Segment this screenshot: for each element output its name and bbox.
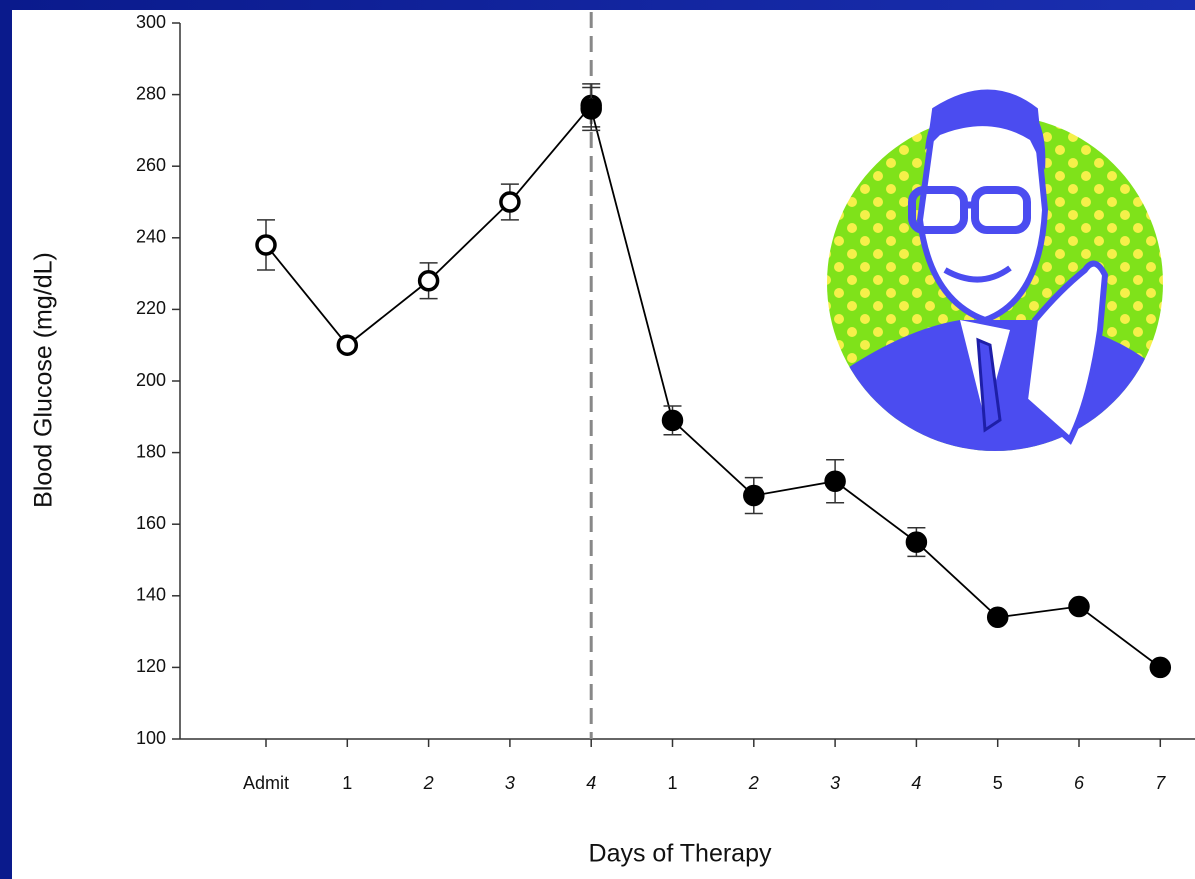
- x-tick-label: 2: [423, 773, 434, 793]
- data-point: [501, 193, 519, 211]
- chart: Blood Glucose (mg/dL) Days of Therapy 10…: [0, 0, 1195, 879]
- x-tick-label: 2: [748, 773, 759, 793]
- data-point: [664, 411, 682, 429]
- data-point: [989, 608, 1007, 626]
- y-tick-label: 300: [136, 12, 166, 32]
- page: Blood Glucose (mg/dL) Days of Therapy 10…: [0, 0, 1195, 879]
- y-tick-label: 120: [136, 656, 166, 676]
- y-tick-label: 140: [136, 585, 166, 605]
- y-tick-label: 220: [136, 298, 166, 318]
- y-tick-label: 100: [136, 728, 166, 748]
- y-tick-label: 280: [136, 83, 166, 103]
- data-point: [745, 487, 763, 505]
- x-axis-title: Days of Therapy: [589, 840, 772, 868]
- x-tick-label: 5: [993, 773, 1003, 793]
- data-point: [1151, 658, 1169, 676]
- y-tick-label: 240: [136, 227, 166, 247]
- series-line: [266, 105, 591, 345]
- illustration: [827, 90, 1170, 470]
- x-tick-label: 7: [1155, 773, 1166, 793]
- x-tick-label: 3: [830, 773, 840, 793]
- data-point: [257, 236, 275, 254]
- data-point: [826, 472, 844, 490]
- x-tick-label: 6: [1074, 773, 1085, 793]
- data-point: [338, 336, 356, 354]
- data-point: [907, 533, 925, 551]
- x-tick-label: 1: [667, 773, 677, 793]
- data-point: [420, 272, 438, 290]
- data-point: [1070, 598, 1088, 616]
- y-tick-label: 200: [136, 370, 166, 390]
- x-tick-label: 4: [911, 773, 921, 793]
- y-tick-label: 260: [136, 155, 166, 175]
- x-tick-label: 3: [505, 773, 515, 793]
- x-tick-label: 4: [586, 773, 596, 793]
- data-point: [582, 100, 600, 118]
- y-axis-title: Blood Glucose (mg/dL): [30, 252, 58, 508]
- x-tick-label: Admit: [243, 773, 289, 793]
- x-tick-label: 1: [342, 773, 352, 793]
- y-tick-label: 160: [136, 513, 166, 533]
- y-tick-label: 180: [136, 441, 166, 461]
